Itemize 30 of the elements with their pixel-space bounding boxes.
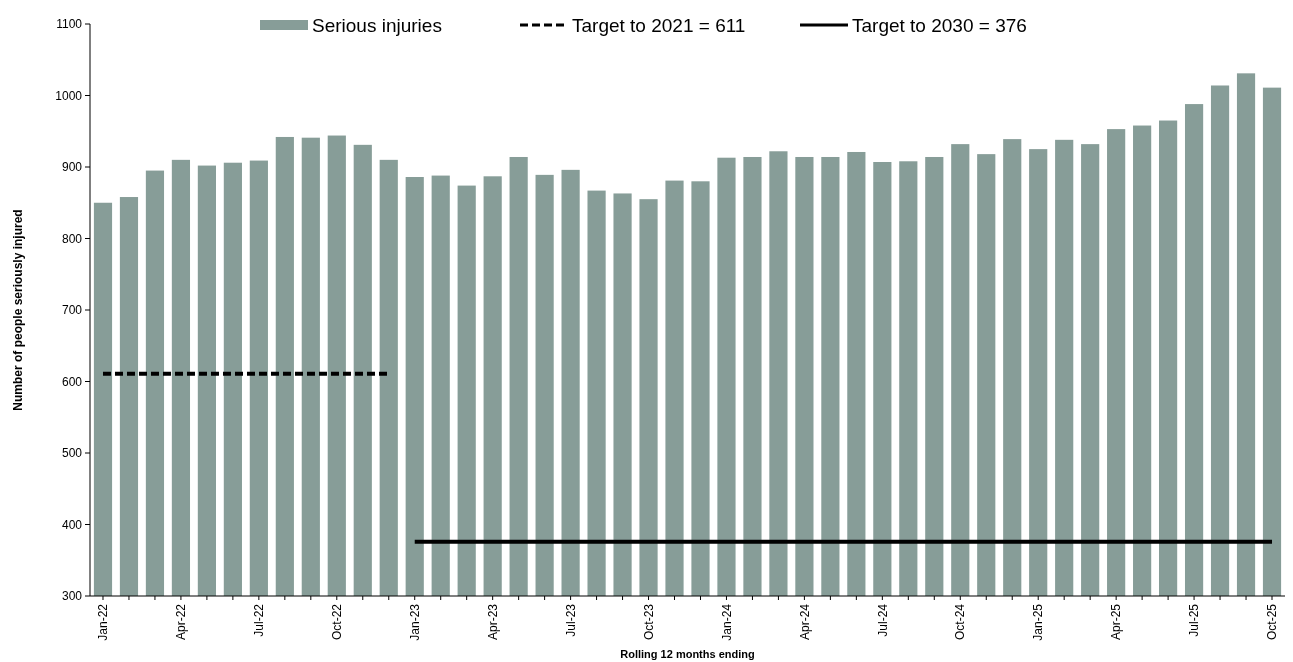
x-tick-label: Oct-22	[329, 603, 344, 641]
legend-label: Target to 2021 = 611	[572, 14, 746, 36]
y-tick-label: 900	[61, 160, 83, 175]
y-tick-label: 800	[61, 231, 83, 246]
x-tick-label: Jul-23	[563, 603, 578, 637]
legend-label: Target to 2030 = 376	[852, 14, 1027, 36]
x-tick-label: Jan-25	[1031, 603, 1046, 641]
y-tick-label: 1100	[56, 17, 83, 32]
y-tick-label: 300	[61, 589, 83, 604]
x-tick-label: Apr-23	[485, 603, 500, 641]
y-tick-label: 600	[61, 374, 83, 389]
x-tick-label: Jan-23	[407, 603, 422, 641]
y-axis-title: Number of people seriously injured	[11, 209, 25, 411]
legend-label: Serious injuries	[312, 14, 442, 36]
x-axis-title: Rolling 12 months ending	[620, 648, 755, 660]
x-tick-label: Oct-25	[1265, 603, 1280, 641]
y-tick-label: 1000	[55, 88, 83, 103]
x-tick-label: Apr-22	[174, 603, 189, 641]
x-tick-label: Jan-24	[719, 603, 734, 641]
y-tick-label: 400	[61, 517, 83, 532]
x-tick-label: Jul-25	[1187, 603, 1202, 637]
x-tick-label: Jan-22	[96, 603, 111, 641]
y-tick-label: 500	[61, 446, 83, 461]
x-tick-label: Oct-23	[641, 603, 656, 641]
x-tick-label: Apr-24	[797, 603, 812, 641]
x-tick-label: Jul-24	[875, 603, 890, 637]
x-tick-label: Jul-22	[252, 603, 267, 637]
x-tick-label: Apr-25	[1109, 603, 1124, 641]
x-tick-label: Oct-24	[953, 603, 968, 641]
y-tick-label: 700	[61, 303, 83, 318]
